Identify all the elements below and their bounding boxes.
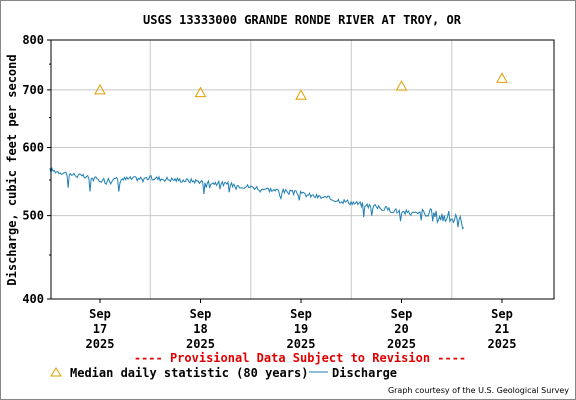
discharge-line [49,167,465,230]
plot-frame [50,39,555,300]
y-tick-label: 700 [22,83,44,97]
median-point [295,89,307,100]
credit-note: Graph courtesy of the U.S. Geological Su… [388,386,569,395]
x-tick-label: 17 [93,322,107,336]
x-tick-label: 2025 [86,337,115,351]
x-tick-label: 21 [495,322,509,336]
x-tick-label: 2025 [287,337,316,351]
grid [51,40,554,299]
x-tick-label: 20 [394,322,408,336]
x-tick-label: 2025 [488,337,517,351]
x-axis: Sep172025Sep182025Sep192025Sep202025Sep2… [86,299,517,351]
x-tick-label: 19 [294,322,308,336]
x-tick-label: Sep [391,307,413,321]
median-point [395,80,408,91]
y-axis-label: Discharge, cubic feet per second [5,54,19,285]
y-tick-label: 600 [22,140,44,154]
legend-discharge-label: Discharge [332,366,397,380]
y-tick-label: 400 [22,292,44,306]
median-point [496,72,508,83]
provisional-note: ---- Provisional Data Subject to Revisio… [134,351,466,365]
legend: Median daily statistic (80 years) Discha… [50,366,397,380]
y-axis: 400 500 600 700 800 [22,33,51,306]
median-series [94,72,508,100]
legend-median-marker [50,367,62,377]
chart-title: USGS 13333000 GRANDE RONDE RIVER AT TROY… [143,13,462,27]
legend-median-label: Median daily statistic (80 years) [70,366,308,380]
x-tick-label: 18 [193,322,207,336]
discharge-series [49,167,465,230]
median-point [94,83,106,95]
x-tick-label: Sep [491,307,513,321]
y-tick-label: 800 [22,33,44,47]
median-point [194,86,207,98]
y-tick-label: 500 [22,209,44,223]
x-tick-label: Sep [89,307,111,321]
x-tick-label: 2025 [387,337,416,351]
x-tick-label: 2025 [186,337,215,351]
x-tick-label: Sep [190,307,212,321]
x-tick-label: Sep [290,307,312,321]
